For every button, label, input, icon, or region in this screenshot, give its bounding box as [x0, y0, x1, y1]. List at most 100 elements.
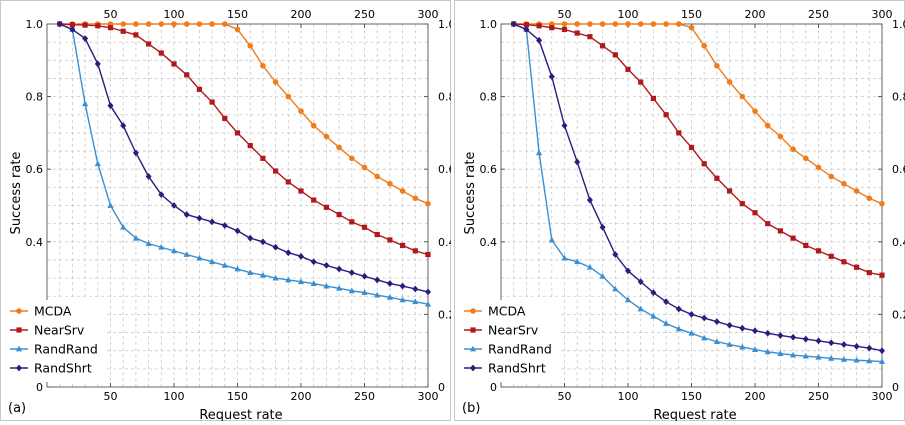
x-tick-label-top: 50 [104, 8, 118, 21]
data-point [260, 63, 266, 69]
data-point [260, 156, 265, 161]
data-point [298, 108, 304, 114]
data-point [867, 195, 873, 201]
data-point [197, 21, 203, 27]
data-point [562, 21, 568, 27]
data-point [425, 201, 431, 207]
y-tick-label-left: 0.6 [480, 163, 498, 176]
x-tick-label-bottom: 100 [618, 390, 639, 403]
data-point [613, 21, 619, 27]
x-tick-label-top: 250 [354, 8, 375, 21]
y-tick-label-left: 1.0 [26, 18, 44, 31]
data-point [184, 21, 190, 27]
data-point [879, 201, 885, 207]
data-point [701, 43, 707, 49]
data-point [702, 161, 707, 166]
legend-swatch-marker [470, 308, 476, 314]
data-point [184, 72, 189, 77]
data-point [349, 219, 354, 224]
data-point [146, 41, 151, 46]
data-point [120, 21, 126, 27]
data-point [562, 27, 567, 32]
data-point [209, 21, 215, 27]
data-point [791, 236, 796, 241]
y-tick-label-left: 1.0 [480, 18, 498, 31]
data-point [349, 156, 355, 162]
y-tick-label-right: 1.0 [438, 18, 451, 31]
x-tick-label-top: 150 [227, 8, 248, 21]
legend-label: MCDA [34, 304, 72, 319]
data-point [740, 94, 746, 100]
data-point [235, 130, 240, 135]
data-point [400, 243, 405, 248]
y-tick-label-left: 0.4 [26, 236, 44, 249]
data-point [286, 94, 292, 100]
x-tick-label-top: 300 [872, 8, 893, 21]
data-point [273, 79, 279, 85]
x-tick-label-top: 200 [745, 8, 766, 21]
data-point [587, 21, 593, 27]
legend-label: RandRand [34, 342, 98, 357]
data-point [387, 181, 393, 187]
data-point [790, 146, 796, 152]
data-point [222, 116, 227, 121]
y-tick-label-right: 0 [892, 381, 899, 394]
data-point [537, 23, 542, 28]
data-point [311, 197, 316, 202]
data-point [879, 273, 884, 278]
data-point [171, 61, 176, 66]
data-point [133, 21, 139, 27]
data-point [854, 265, 859, 270]
y-tick-label-right: 0.4 [438, 236, 451, 249]
data-point [587, 34, 592, 39]
data-point [247, 43, 253, 49]
data-point [689, 25, 695, 31]
data-point [765, 221, 770, 226]
data-point [574, 21, 580, 27]
data-point [651, 21, 657, 27]
data-point [600, 43, 605, 48]
x-tick-label-top: 100 [164, 8, 185, 21]
x-tick-label-bottom: 300 [872, 390, 893, 403]
data-point [286, 179, 291, 184]
data-point [222, 21, 228, 27]
y-tick-label-right: 0.6 [892, 163, 905, 176]
y-tick-label-left: 0 [36, 381, 43, 394]
panel-label: (a) [8, 401, 26, 416]
data-point [803, 156, 809, 162]
y-tick-label-right: 0.6 [438, 163, 451, 176]
data-point [95, 23, 100, 28]
y-tick-label-left: 0 [490, 381, 497, 394]
data-point [146, 21, 152, 27]
data-point [765, 123, 771, 129]
data-point [248, 143, 253, 148]
data-point [727, 188, 732, 193]
legend: MCDA NearSrv RandRand RandShrt [8, 300, 104, 382]
data-point [425, 252, 430, 257]
data-point [83, 22, 88, 27]
data-point [298, 188, 303, 193]
legend-label: RandRand [488, 342, 552, 357]
data-point [816, 165, 822, 171]
x-tick-label-bottom: 150 [681, 390, 702, 403]
data-point [235, 27, 241, 33]
data-point [714, 63, 720, 69]
y-axis-label: Success rate [463, 152, 478, 235]
data-point [362, 225, 367, 230]
data-point [133, 32, 138, 37]
data-point [324, 134, 330, 140]
x-tick-label-bottom: 50 [558, 390, 572, 403]
data-point [362, 165, 368, 171]
data-point [841, 259, 846, 264]
data-point [549, 25, 554, 30]
data-point [778, 228, 783, 233]
x-tick-label-bottom: 300 [418, 390, 439, 403]
data-point [413, 195, 419, 201]
data-point [625, 67, 630, 72]
data-point [676, 130, 681, 135]
legend-label: RandShrt [34, 361, 92, 376]
legend-label: NearSrv [34, 323, 85, 338]
data-point [816, 248, 821, 253]
data-point [311, 123, 317, 129]
